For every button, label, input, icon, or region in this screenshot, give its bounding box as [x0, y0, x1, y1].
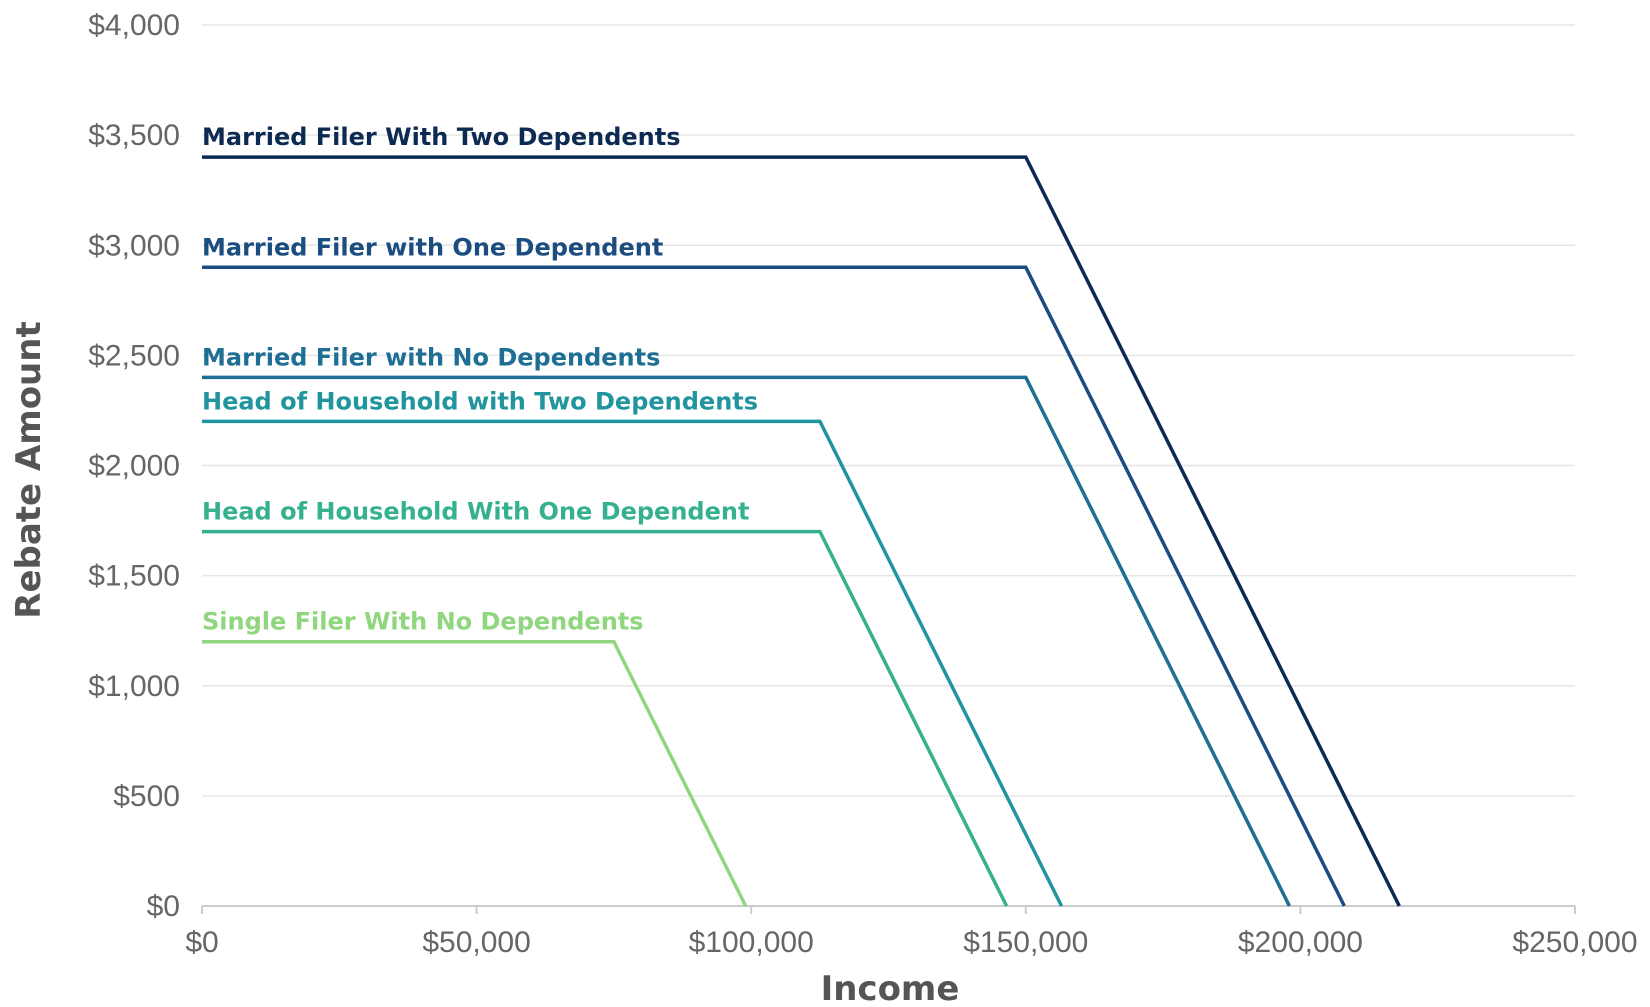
series-label-2: Married Filer with One Dependent: [202, 233, 663, 261]
y-tick-label: $3,500: [88, 119, 180, 152]
series-line-3: [202, 375, 1291, 907]
y-axis: $0 $500 $1,000 $1,500 $2,000 $2,500 $3,000 $3,5…: [88, 9, 180, 923]
series-lines: [202, 155, 1401, 907]
series-label-3: Married Filer with No Dependents: [202, 343, 660, 371]
y-tick-label: $1,500: [88, 560, 180, 593]
x-tick-label: $0: [185, 926, 218, 959]
y-axis-title: Rebate Amount: [9, 321, 49, 618]
series-label-5: Head of Household With One Dependent: [202, 498, 749, 526]
y-tick-label: $4,000: [88, 9, 180, 42]
x-axis-title: Income: [821, 969, 960, 1007]
y-tick-label: $500: [113, 780, 180, 813]
series-line-4: [202, 419, 1064, 907]
x-tick-label: $50,000: [422, 926, 530, 959]
series-line-6: [202, 639, 748, 907]
series-line-2: [202, 265, 1346, 907]
series-label-6: Single Filer With No Dependents: [202, 608, 644, 636]
x-tick-label: $100,000: [689, 926, 814, 959]
y-tick-label: $1,000: [88, 670, 180, 703]
y-tick-label: $0: [147, 890, 180, 923]
x-axis: $0 $50,000 $100,000 $150,000 $200,000 $250,00…: [185, 905, 1638, 959]
series-line-1: [202, 155, 1401, 907]
series-label-1: Married Filer With Two Dependents: [202, 123, 681, 151]
series-line-5: [202, 529, 1009, 907]
y-tick-label: $3,000: [88, 229, 180, 262]
series-label-4: Head of Household with Two Dependents: [202, 387, 758, 415]
y-tick-label: $2,500: [88, 339, 180, 372]
x-tick-label: $200,000: [1238, 926, 1363, 959]
x-tick-label: $150,000: [963, 926, 1088, 959]
y-tick-label: $2,000: [88, 450, 180, 483]
gridlines: [202, 24, 1575, 797]
x-tick-label: $250,000: [1512, 926, 1637, 959]
series-labels: Married Filer With Two Dependents Married…: [202, 123, 758, 636]
